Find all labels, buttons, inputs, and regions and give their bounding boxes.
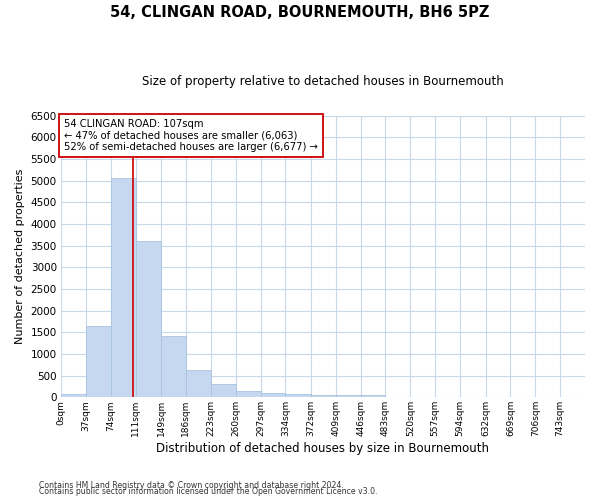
Bar (136, 242, 161, 398)
Bar (311, 394, 336, 398)
Bar (211, 384, 236, 398)
Text: Contains HM Land Registry data © Crown copyright and database right 2024.: Contains HM Land Registry data © Crown c… (39, 481, 344, 490)
Bar (361, 395, 385, 398)
Title: Size of property relative to detached houses in Bournemouth: Size of property relative to detached ho… (142, 75, 504, 88)
Bar (186, 370, 211, 398)
Bar (110, 178, 136, 398)
Text: 54 CLINGAN ROAD: 107sqm
← 47% of detached houses are smaller (6,063)
52% of semi: 54 CLINGAN ROAD: 107sqm ← 47% of detache… (64, 119, 318, 152)
Bar (61, 394, 86, 398)
Text: Contains public sector information licensed under the Open Government Licence v3: Contains public sector information licen… (39, 487, 377, 496)
Bar (336, 395, 361, 398)
Text: 54, CLINGAN ROAD, BOURNEMOUTH, BH6 5PZ: 54, CLINGAN ROAD, BOURNEMOUTH, BH6 5PZ (110, 5, 490, 20)
Bar (86, 326, 110, 398)
X-axis label: Distribution of detached houses by size in Bournemouth: Distribution of detached houses by size … (157, 442, 490, 455)
Bar (161, 336, 186, 398)
Y-axis label: Number of detached properties: Number of detached properties (15, 168, 25, 344)
Bar (286, 394, 311, 398)
Bar (236, 391, 260, 398)
Bar (260, 392, 286, 398)
